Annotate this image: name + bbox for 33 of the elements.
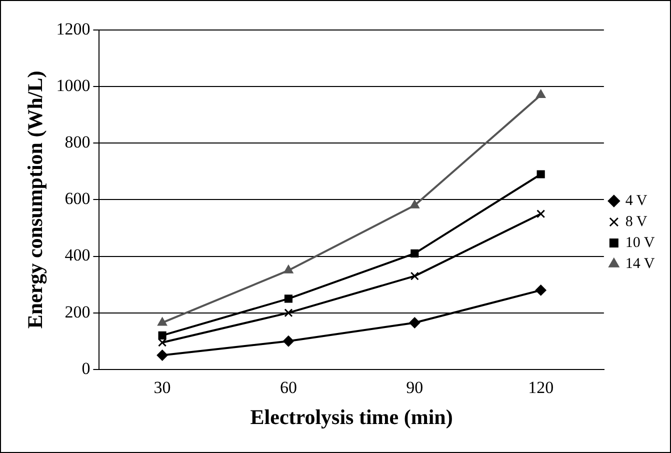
point — [284, 264, 294, 274]
point — [158, 338, 167, 347]
y-tick-label: 400 — [64, 246, 90, 265]
point — [158, 331, 166, 340]
point — [410, 249, 419, 258]
point — [410, 200, 420, 208]
x-tick-label: 60 — [280, 378, 297, 398]
legend-label: 4 V — [625, 192, 648, 209]
point — [536, 210, 546, 218]
y-tick-label: 800 — [64, 132, 90, 152]
point — [536, 90, 546, 98]
x-tick-label: 120 — [528, 378, 554, 398]
point — [535, 284, 546, 296]
point — [156, 350, 168, 361]
legend-label: 14 V — [625, 256, 655, 272]
y-tick-label: 600 — [64, 189, 90, 208]
point — [410, 272, 419, 280]
y-tick-label: 0 — [82, 358, 90, 378]
point — [282, 336, 294, 347]
x-tick-label: 30 — [154, 378, 171, 398]
point — [284, 308, 293, 318]
x-axis-title: Electrolysis time (min) — [250, 404, 453, 429]
x-tick-label: 90 — [406, 378, 424, 398]
point — [157, 317, 168, 326]
y-tick-label: 1000 — [56, 76, 90, 96]
y-axis-title: Energy consumption (Wh/L) — [23, 70, 48, 329]
y-tick-label: 1200 — [56, 19, 90, 38]
point — [409, 317, 420, 328]
point — [536, 170, 545, 178]
legend-label: 10 V — [625, 234, 655, 251]
y-tick-label: 200 — [64, 302, 90, 322]
point — [284, 294, 293, 303]
legend-label: 8 V — [625, 214, 648, 230]
